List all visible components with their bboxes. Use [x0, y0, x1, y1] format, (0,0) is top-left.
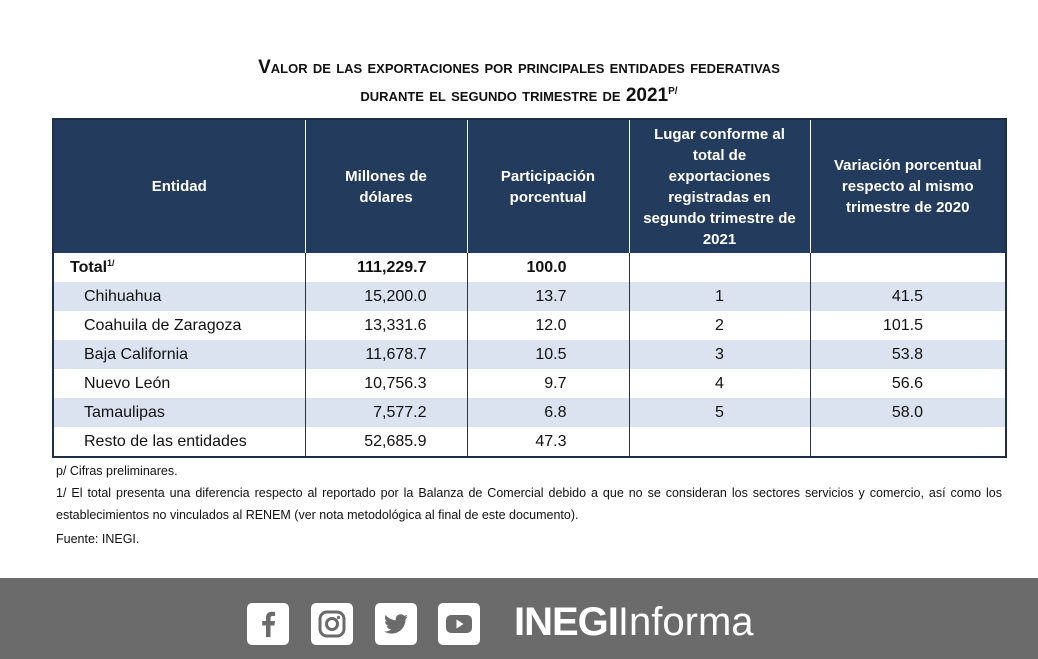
row-variacion: 41.5 [810, 282, 1005, 311]
table-row: Baja California 11,678.7 10.5 3 53.8 [54, 340, 1005, 369]
note-total-difference: 1/ El total presenta una diferencia resp… [56, 486, 1002, 522]
row-lugar: 2 [629, 311, 811, 340]
header-variacion: Variación porcentual respecto al mismo t… [810, 120, 1005, 253]
inegi-footer-bar: INEGIInforma [0, 578, 1038, 659]
row-variacion: 101.5 [882, 316, 923, 334]
row-millones: 10,756.3 [305, 369, 468, 398]
title-line-2-text: durante el segundo trimestre de [360, 85, 621, 106]
row-millones: 13,331.6 [305, 311, 468, 340]
table-notes: p/ Cifras preliminares. 1/ El total pres… [56, 460, 1002, 550]
row-participacion: 6.8 [467, 398, 630, 427]
row-lugar [629, 427, 811, 456]
title-year: 2021 [625, 85, 669, 106]
row-millones: 52,685.9 [305, 427, 468, 456]
row-variacion: 53.8 [810, 340, 1005, 369]
title-line-2: durante el segundo trimestre de 2021P/ [0, 80, 1038, 108]
row-lugar: 1 [629, 282, 811, 311]
row-variacion [810, 427, 1005, 456]
table-row-total: Total1/ 111,229.7 100.0 [54, 253, 1005, 282]
row-participacion: 10.5 [467, 340, 630, 369]
table-row: Coahuila de Zaragoza 13,331.6 12.0 2 101… [54, 311, 1005, 340]
title-preliminary-mark: P/ [668, 86, 678, 97]
row-millones: 11,678.7 [305, 340, 468, 369]
inegi-informa-logo: INEGIInforma [514, 600, 754, 644]
total-footnote-mark: 1/ [107, 258, 115, 268]
row-entidad: Baja California [54, 340, 306, 369]
total-participacion: 100.0 [467, 253, 630, 282]
row-lugar: 5 [629, 398, 811, 427]
table-row: Resto de las entidades 52,685.9 47.3 [54, 427, 1005, 456]
header-lugar: Lugar conforme al total de exportaciones… [629, 120, 811, 253]
row-entidad: Coahuila de Zaragoza [54, 311, 306, 340]
row-variacion: 56.6 [891, 374, 923, 392]
row-participacion: 12.0 [467, 311, 630, 340]
row-participacion: 47.3 [467, 427, 630, 456]
table-header-row: Entidad Millones de dólares Participació… [54, 120, 1005, 253]
exports-table: Entidad Millones de dólares Participació… [54, 120, 1005, 456]
table-row: Tamaulipas 7,577.2 6.8 5 58.0 [54, 398, 1005, 427]
row-lugar: 4 [629, 369, 811, 398]
exports-table-container: Entidad Millones de dólares Participació… [52, 118, 1007, 458]
header-participacion: Participación porcentual [467, 120, 630, 253]
row-entidad: Resto de las entidades [54, 427, 306, 456]
row-variacion: 58.0 [810, 398, 1005, 427]
twitter-icon[interactable] [375, 603, 417, 645]
total-label: Total [70, 259, 108, 276]
row-millones: 15,200.0 [305, 282, 468, 311]
total-label-cell: Total1/ [54, 253, 306, 282]
total-lugar [629, 253, 811, 282]
row-millones: 7,577.2 [305, 398, 468, 427]
report-title: Valor de las exportaciones por principal… [0, 56, 1038, 108]
title-line-1: Valor de las exportaciones por principal… [258, 57, 780, 78]
row-entidad: Tamaulipas [54, 398, 306, 427]
table-row: Chihuahua 15,200.0 13.7 1 41.5 [54, 282, 1005, 311]
instagram-icon[interactable] [311, 603, 353, 645]
total-millones: 111,229.7 [305, 253, 468, 282]
note-source: Fuente: INEGI. [56, 532, 140, 546]
total-variacion [810, 253, 1005, 282]
table-row: Nuevo León 10,756.3 9.7 4 56.6 [54, 369, 1005, 398]
brand-light: Informa [617, 600, 754, 644]
row-lugar: 3 [629, 340, 811, 369]
header-entidad: Entidad [54, 120, 306, 253]
row-participacion: 9.7 [467, 369, 630, 398]
youtube-icon[interactable] [438, 603, 480, 645]
row-participacion: 13.7 [467, 282, 630, 311]
header-millones: Millones de dólares [305, 120, 468, 253]
brand-bold: INEGI [514, 600, 619, 644]
row-entidad: Chihuahua [54, 282, 306, 311]
row-entidad: Nuevo León [54, 369, 306, 398]
note-preliminary: p/ Cifras preliminares. [56, 464, 178, 478]
facebook-icon[interactable] [247, 603, 289, 645]
